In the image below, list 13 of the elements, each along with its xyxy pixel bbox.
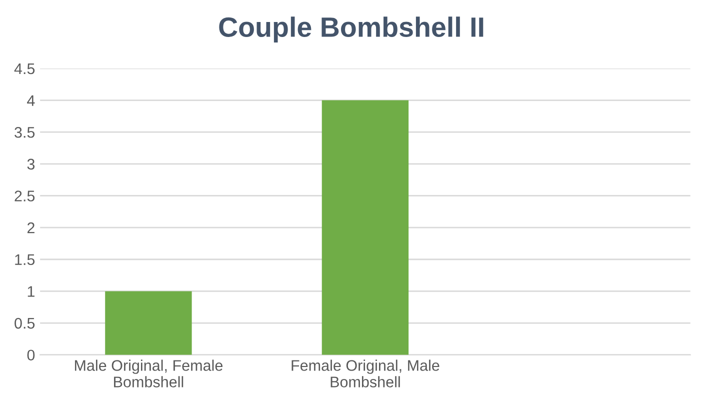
y-tick-label: 1	[28, 286, 34, 297]
x-tick-label: Male Original, Female Bombshell	[74, 360, 222, 388]
y-tick-label: 0.5	[14, 318, 35, 329]
y-tick-label: 3	[27, 158, 35, 170]
y-tick-label: 2	[27, 222, 34, 234]
x-tick-label: Female Original, Male Bombshell	[292, 360, 440, 388]
chart-title: Couple Bombshell II	[219, 16, 484, 42]
y-tick-label: 1.5	[15, 254, 35, 266]
y-tick-label: 4	[27, 95, 35, 106]
y-tick-label: 2.5	[14, 190, 35, 202]
y-tick-label: 4.5	[14, 64, 35, 74]
y-tick-label: 3.5	[14, 126, 35, 138]
y-tick-label: 0	[27, 350, 35, 361]
